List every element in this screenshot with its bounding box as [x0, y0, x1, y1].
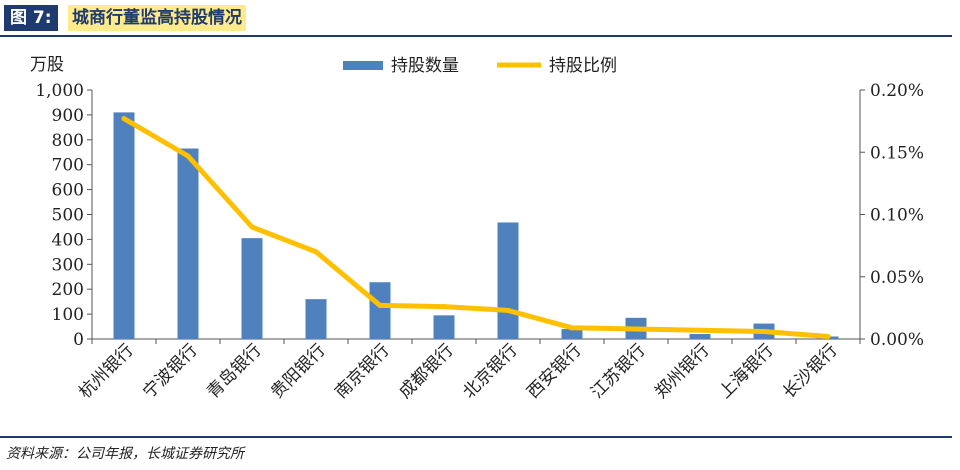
ratio-point-12: [825, 334, 831, 340]
left-tick-label: 100: [52, 305, 84, 325]
bar-4: [305, 299, 327, 339]
left-tick-label: 200: [52, 280, 84, 300]
bar-2: [177, 148, 199, 339]
chart: 0 100 200 300 400 500 600 700 800 900 1,000 0.00% 0.…: [30, 55, 924, 403]
ratio-point-9: [633, 326, 639, 332]
bar-8: [561, 329, 583, 339]
right-tick-label: 0.00%: [870, 330, 924, 350]
ratio-point-6: [441, 304, 447, 310]
x-category-label: 杭州银行: [75, 340, 137, 402]
bar-5: [369, 282, 391, 339]
right-tick-label: 0.05%: [870, 268, 924, 288]
x-category-label: 成都银行: [395, 340, 457, 402]
ratio-point-7: [505, 307, 511, 313]
legend-bar-swatch: [343, 61, 383, 70]
x-category-label: 青岛银行: [203, 340, 265, 402]
bar-3: [241, 238, 263, 339]
bar-6: [433, 315, 455, 339]
ratio-point-5: [377, 302, 383, 308]
right-tick-label: 0.15%: [870, 143, 924, 163]
x-category-label: 郑州银行: [651, 340, 713, 402]
x-category-label: 北京银行: [459, 340, 521, 402]
left-axis-unit-label: 万股: [30, 55, 64, 75]
ratio-point-8: [569, 325, 575, 331]
bar-7: [497, 222, 519, 339]
legend-line-label: 持股比例: [549, 56, 617, 76]
left-tick-label: 900: [52, 106, 84, 126]
left-tick-label: 400: [52, 230, 84, 250]
left-tick-label: 700: [52, 156, 84, 176]
header-divider: [0, 35, 952, 37]
right-tick-label: 0.10%: [870, 206, 924, 226]
bar-10: [689, 334, 711, 339]
figure-title: 城商行董监高持股情况: [68, 5, 246, 31]
ratio-point-10: [697, 327, 703, 333]
bar-1: [113, 112, 135, 339]
left-tick-label: 1,000: [35, 81, 84, 101]
x-category-label: 江苏银行: [587, 340, 649, 402]
ratio-point-4: [313, 249, 319, 255]
left-tick-label: 800: [52, 131, 84, 151]
figure-header: 图 7: 城商行董监高持股情况: [0, 0, 960, 37]
x-category-label: 南京银行: [331, 340, 393, 402]
figure-label: 图 7:: [4, 5, 58, 31]
ratio-point-11: [761, 329, 767, 335]
left-tick-label: 500: [52, 206, 84, 226]
left-tick-label: 600: [52, 181, 84, 201]
left-tick-label: 0: [73, 330, 84, 350]
x-category-label: 西安银行: [523, 340, 585, 402]
ratio-point-2: [185, 153, 191, 159]
footer-divider: [0, 436, 952, 438]
x-category-label: 宁波银行: [139, 340, 201, 402]
x-category-label: 长沙银行: [779, 340, 841, 402]
ratio-point-1: [121, 116, 127, 122]
legend-bar-label: 持股数量: [391, 56, 459, 76]
x-category-label: 上海银行: [715, 340, 777, 402]
source-note: 资料来源：公司年报，长城证券研究所: [6, 446, 244, 462]
left-tick-label: 300: [52, 255, 84, 275]
x-category-label: 贵阳银行: [267, 340, 329, 402]
ratio-line: [121, 116, 831, 339]
ratio-point-3: [249, 224, 255, 230]
right-tick-label: 0.20%: [870, 81, 924, 101]
